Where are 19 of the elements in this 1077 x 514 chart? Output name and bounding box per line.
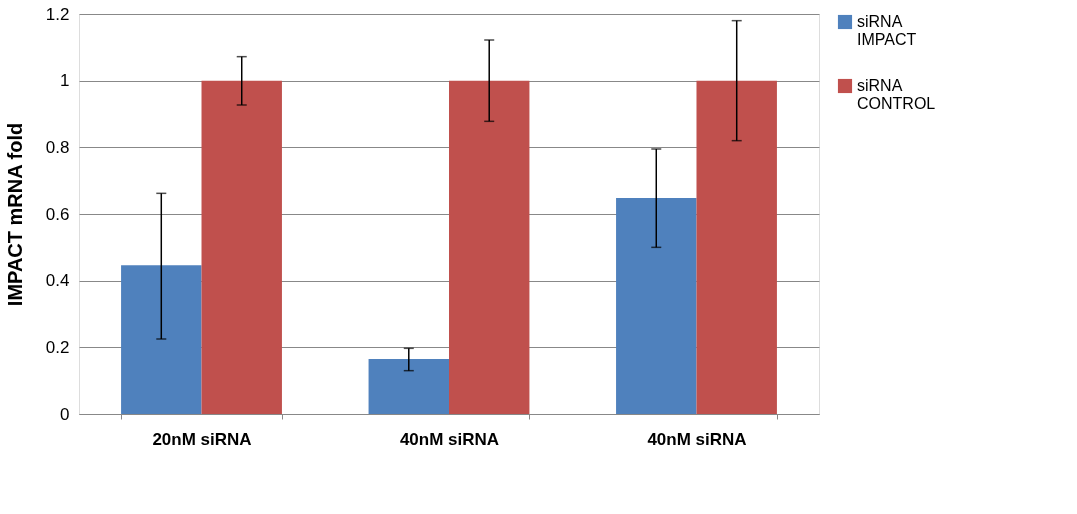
x-tick-label: 20nM siRNA	[152, 429, 252, 449]
bar	[201, 80, 282, 414]
bar	[696, 80, 777, 414]
legend-label: siRNA CONTROL	[857, 77, 936, 112]
y-tick-label: 0	[60, 404, 70, 424]
y-tick-label: 1.2	[45, 4, 70, 24]
y-tick-label: 0.2	[45, 337, 70, 357]
x-tick-label: 40nM siRNA	[399, 429, 500, 449]
bar	[368, 359, 449, 414]
y-tick-label: 1	[60, 71, 70, 91]
bar	[449, 80, 530, 414]
y-tick-label: 0.6	[45, 204, 70, 224]
y-axis-title: IMPACT mRNA fold	[3, 122, 26, 307]
y-tick-label: 0.8	[45, 137, 70, 157]
bar	[121, 265, 202, 414]
y-tick-label: 0.4	[45, 271, 70, 291]
x-tick-label: 40nM siRNA	[647, 429, 747, 449]
bar	[616, 198, 697, 414]
legend-label: siRNA IMPACT	[857, 13, 917, 48]
